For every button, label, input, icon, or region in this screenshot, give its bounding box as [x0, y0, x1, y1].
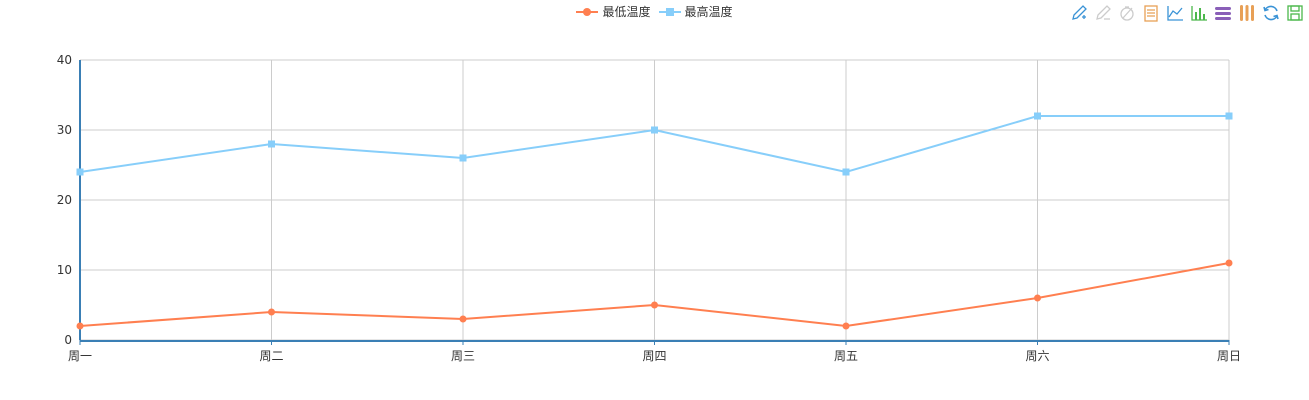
x-tick-label: 周六 [1025, 349, 1049, 363]
legend-label-max-temp: 最高温度 [684, 5, 733, 19]
data-point-min-temp[interactable] [651, 301, 658, 309]
x-tick-label: 周三 [451, 349, 475, 363]
y-tick-label: 40 [57, 53, 72, 67]
y-tick-label: 0 [64, 333, 72, 347]
bar-chart-icon[interactable] [1189, 3, 1209, 23]
x-tick-label: 周一 [68, 349, 92, 363]
data-point-max-temp[interactable] [76, 168, 84, 176]
x-tick-label: 周日 [1217, 349, 1241, 363]
legend-swatch-max-temp [658, 7, 681, 16]
data-point-max-temp[interactable] [651, 126, 658, 134]
data-point-min-temp[interactable] [459, 315, 467, 323]
line-chart-icon[interactable] [1165, 3, 1185, 23]
data-point-min-temp[interactable] [1225, 259, 1233, 267]
data-point-max-temp[interactable] [842, 168, 850, 176]
y-tick-label: 10 [57, 263, 72, 277]
legend-label-min-temp: 最低温度 [602, 5, 651, 19]
x-tick-label: 周五 [834, 349, 858, 363]
legend-swatch-min-temp [576, 7, 599, 16]
stack-icon[interactable] [1213, 3, 1233, 23]
x-tick-label: 周四 [642, 349, 666, 363]
axes: 0 10 20 30 40 周一 周二 周三 周四 周五 周六 周日 [57, 53, 1241, 363]
y-tick-label: 30 [57, 123, 72, 137]
restore-icon[interactable] [1261, 3, 1281, 23]
data-view-icon[interactable] [1141, 3, 1161, 23]
data-point-max-temp[interactable] [459, 154, 467, 162]
legend-item-max-temp[interactable]: 最高温度 [658, 3, 733, 20]
mark-icon[interactable] [1069, 3, 1089, 23]
data-point-min-temp[interactable] [1034, 294, 1041, 302]
data-point-max-temp[interactable] [268, 140, 275, 148]
data-point-min-temp[interactable] [268, 308, 275, 316]
y-tick-label: 20 [57, 193, 72, 207]
legend-item-min-temp[interactable]: 最低温度 [576, 3, 651, 20]
grid [79, 59, 1230, 341]
save-image-icon[interactable] [1285, 3, 1305, 23]
legend: 最低温度 最高温度 [0, 3, 1309, 20]
mark-undo-icon[interactable] [1093, 3, 1113, 23]
tiled-icon[interactable] [1237, 3, 1257, 23]
x-tick-label: 周二 [259, 349, 283, 363]
data-point-max-temp[interactable] [1034, 112, 1041, 120]
data-point-max-temp[interactable] [1225, 112, 1233, 120]
data-point-min-temp[interactable] [76, 322, 84, 330]
data-point-min-temp[interactable] [842, 322, 850, 330]
mark-clear-icon[interactable] [1117, 3, 1137, 23]
series-layer [76, 112, 1233, 330]
toolbox [1069, 3, 1305, 23]
